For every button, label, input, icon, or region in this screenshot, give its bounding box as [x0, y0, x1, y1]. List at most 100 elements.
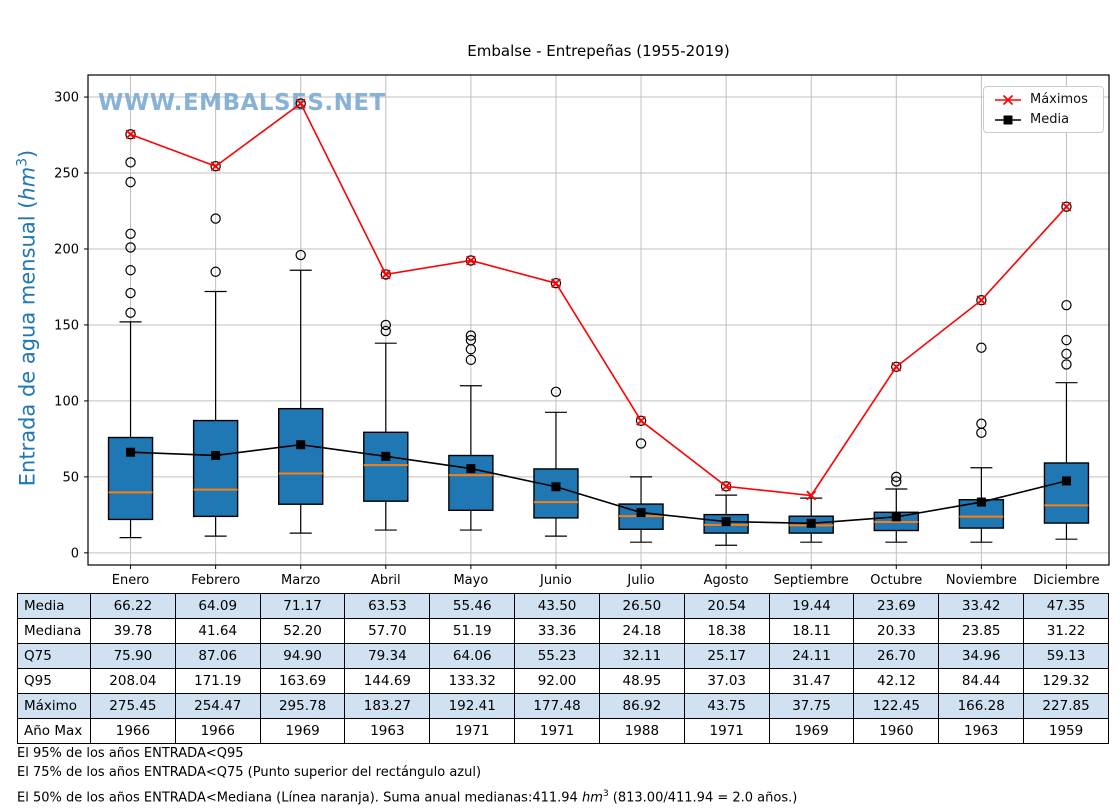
box-diciembre — [1043, 201, 1090, 540]
footer-line-mediana: El 50% de los años ENTRADA<Mediana (Líne… — [17, 785, 797, 807]
table-cell: 34.96 — [938, 643, 1025, 669]
table-row-q75: Q75 75.90 87.06 94.90 79.34 64.06 55.23 32.11 25… — [17, 643, 1109, 669]
table-cell: 1988 — [598, 718, 685, 744]
y-tick-label: 200 — [54, 242, 79, 257]
table-cell: 84.44 — [938, 668, 1025, 694]
table-cell: 227.85 — [1023, 693, 1109, 719]
table-row-q95: Q95 208.04 171.19 163.69 144.69 133.32 92.00 48… — [17, 668, 1109, 694]
table-cell: 25.17 — [683, 643, 770, 669]
footer-line-mediana-text: El 50% de los años ENTRADA<Mediana (Líne… — [17, 790, 582, 806]
x-tick-label: Febrero — [191, 573, 240, 588]
box-marzo — [278, 98, 324, 534]
table-cell: 33.36 — [514, 618, 600, 644]
table-cell: 1960 — [853, 718, 940, 744]
footer: El 95% de los años ENTRADA<Q95 El 75% de… — [17, 744, 797, 807]
table-cell: 94.90 — [259, 643, 346, 669]
maximos-line-icon — [995, 94, 1021, 105]
row-header-media: Media — [17, 593, 91, 619]
table-cell: 92.00 — [514, 668, 600, 694]
table-cell: 208.04 — [90, 668, 176, 694]
y-tick-label: 50 — [62, 470, 79, 485]
boxplot-chart: WWW.EMBALSES.NET 0 50 100 150 200 250 300 Enero F… — [54, 74, 1110, 588]
table-cell: 1971 — [514, 718, 600, 744]
table-cell: 1969 — [768, 718, 855, 744]
legend-label-maximos: Máximos — [1030, 92, 1088, 107]
table-cell: 1971 — [683, 718, 770, 744]
table-cell: 59.13 — [1023, 643, 1109, 669]
box-abril — [363, 269, 409, 531]
table-cell: 171.19 — [174, 668, 261, 694]
table-cell: 37.03 — [683, 668, 770, 694]
y-tick-label: 100 — [54, 394, 79, 409]
table-cell: 43.75 — [683, 693, 770, 719]
table-cell: 1966 — [174, 718, 261, 744]
box-octubre — [873, 361, 919, 543]
table-cell: 166.28 — [938, 693, 1025, 719]
table-cell: 86.92 — [598, 693, 685, 719]
table-row-ano-max: Año Max 1966 1966 1969 1963 1971 1971 1988 1971 1… — [17, 718, 1109, 744]
x-tick-label: Enero — [112, 573, 150, 588]
table-cell: 75.90 — [90, 643, 176, 669]
chart-title: Embalse - Entrepeñas (1955-2019) — [467, 42, 730, 60]
footer-line-q95: El 95% de los años ENTRADA<Q95 — [17, 746, 244, 761]
table-cell: 20.33 — [853, 618, 940, 644]
x-tick-label: Mayo — [453, 573, 488, 588]
table-cell: 52.20 — [259, 618, 346, 644]
box-enero — [107, 129, 154, 539]
table-cell: 42.12 — [853, 668, 940, 694]
table-cell: 192.41 — [429, 693, 516, 719]
table-cell: 23.69 — [853, 593, 940, 619]
legend-label-media: Media — [1030, 112, 1070, 127]
footer-line-mediana-unit: hm — [581, 790, 603, 806]
row-header-q75: Q75 — [17, 643, 91, 669]
table-cell: 79.34 — [344, 643, 431, 669]
watermark: WWW.EMBALSES.NET — [98, 90, 386, 116]
table-cell: 39.78 — [90, 618, 176, 644]
table-cell: 55.23 — [514, 643, 600, 669]
table-cell: 20.54 — [683, 593, 770, 619]
y-tick-label: 0 — [71, 546, 79, 561]
table-cell: 19.44 — [768, 593, 855, 619]
box-febrero — [192, 161, 239, 537]
row-header-mediana: Mediana — [17, 618, 91, 644]
axes — [87, 74, 1110, 566]
table-cell: 55.46 — [429, 593, 516, 619]
y-tick-label: 300 — [54, 91, 79, 106]
table-cell: 87.06 — [174, 643, 261, 669]
table-cell: 26.70 — [853, 643, 940, 669]
table-cell: 129.32 — [1023, 668, 1109, 694]
table-cell: 275.45 — [90, 693, 176, 719]
table-cell: 63.53 — [344, 593, 431, 619]
footer-line-mediana-tail: (813.00/411.94 = 2.0 años.) — [608, 790, 798, 806]
table-cell: 51.19 — [429, 618, 516, 644]
table-cell: 1963 — [344, 718, 431, 744]
table-cell: 254.47 — [174, 693, 261, 719]
table-cell: 66.22 — [90, 593, 176, 619]
stats-table: Media 66.22 64.09 71.17 63.53 55.46 43.50 26.50… — [17, 593, 1109, 744]
x-tick-label: Abril — [371, 573, 401, 588]
table-cell: 24.11 — [768, 643, 855, 669]
footer-line-mediana-exponent: 3 — [602, 789, 609, 799]
table-cell: 47.35 — [1023, 593, 1109, 619]
x-axis: Enero Febrero Marzo Abril Mayo Junio Julio Agos… — [112, 565, 1100, 588]
table-cell: 41.64 — [174, 618, 261, 644]
legend-item-media: Media — [993, 112, 1094, 127]
x-tick-label: Junio — [539, 573, 572, 588]
table-cell: 133.32 — [429, 668, 516, 694]
y-tick-label: 250 — [54, 167, 79, 182]
table-cell: 163.69 — [259, 668, 346, 694]
y-tick-label: 150 — [54, 318, 79, 333]
x-tick-label: Diciembre — [1033, 573, 1099, 588]
table-cell: 57.70 — [344, 618, 431, 644]
table-cell: 295.78 — [259, 693, 346, 719]
table-cell: 1959 — [1023, 718, 1109, 744]
series-maximos — [125, 98, 1072, 501]
row-header-maximo: Máximo — [17, 693, 91, 719]
table-cell: 1971 — [429, 718, 516, 744]
table-row-mediana: Mediana 39.78 41.64 52.20 57.70 51.19 33.36 24.… — [17, 618, 1109, 644]
box-agosto — [703, 481, 749, 546]
table-cell: 24.18 — [598, 618, 685, 644]
table-cell: 18.11 — [768, 618, 855, 644]
x-tick-label: Agosto — [704, 573, 749, 588]
table-cell: 37.75 — [768, 693, 855, 719]
